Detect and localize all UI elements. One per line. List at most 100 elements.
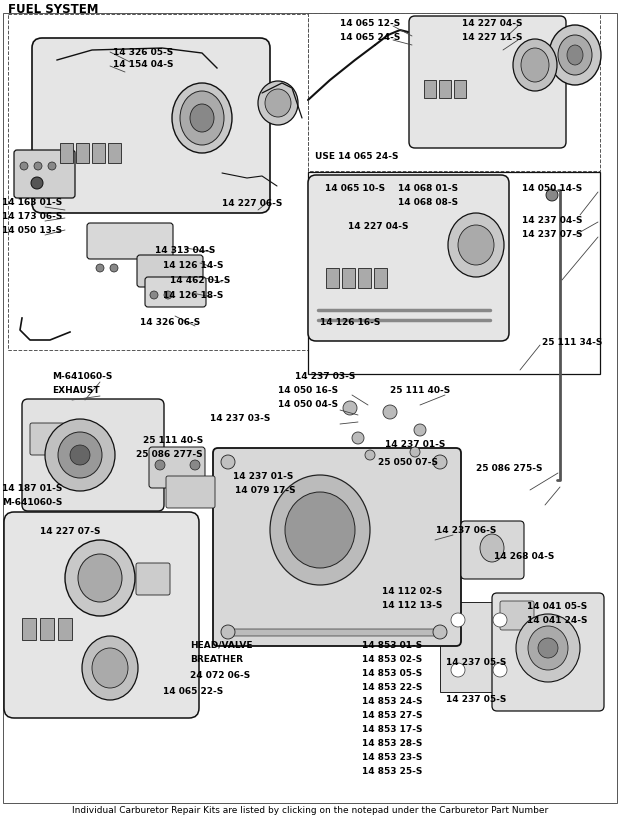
Ellipse shape: [516, 614, 580, 682]
FancyBboxPatch shape: [213, 448, 461, 646]
Bar: [225, 510, 450, 522]
Text: 14 227 06-S: 14 227 06-S: [222, 199, 282, 208]
Text: 14 853 24-S: 14 853 24-S: [362, 697, 422, 706]
Ellipse shape: [567, 45, 583, 65]
Ellipse shape: [451, 663, 465, 677]
Text: 14 237 07-S: 14 237 07-S: [522, 230, 583, 239]
Text: 25 086 277-S: 25 086 277-S: [136, 450, 203, 459]
Ellipse shape: [58, 432, 102, 478]
Text: M-641060-S: M-641060-S: [2, 498, 63, 507]
Text: eReplacementParts.com: eReplacementParts.com: [216, 423, 404, 437]
Ellipse shape: [558, 35, 592, 75]
Text: 14 237 03-S: 14 237 03-S: [295, 372, 355, 381]
Text: 14 065 12-S: 14 065 12-S: [340, 19, 401, 28]
Ellipse shape: [190, 460, 200, 470]
Text: 14 068 01-S: 14 068 01-S: [398, 184, 458, 193]
Text: 14 313 04-S: 14 313 04-S: [155, 246, 215, 255]
Text: 14 227 04-S: 14 227 04-S: [348, 222, 409, 231]
Ellipse shape: [164, 291, 172, 299]
Text: 24 072 06-S: 24 072 06-S: [190, 671, 250, 680]
Text: 14 853 25-S: 14 853 25-S: [362, 767, 422, 776]
Text: 14 237 01-S: 14 237 01-S: [233, 472, 293, 481]
Bar: [326, 268, 339, 288]
Text: 14 065 24-S: 14 065 24-S: [340, 33, 401, 42]
Ellipse shape: [172, 83, 232, 153]
Ellipse shape: [538, 638, 558, 658]
Text: 14 050 16-S: 14 050 16-S: [278, 386, 338, 395]
Ellipse shape: [34, 162, 42, 170]
FancyBboxPatch shape: [308, 175, 509, 341]
Text: 25 111 40-S: 25 111 40-S: [143, 436, 203, 445]
Ellipse shape: [110, 264, 118, 272]
Ellipse shape: [458, 225, 494, 265]
Ellipse shape: [433, 455, 447, 469]
Ellipse shape: [448, 213, 504, 277]
Ellipse shape: [70, 445, 90, 465]
Text: 14 853 27-S: 14 853 27-S: [362, 711, 422, 720]
Bar: [92, 143, 105, 163]
FancyBboxPatch shape: [87, 223, 173, 259]
Bar: [454, 80, 466, 98]
Ellipse shape: [528, 626, 568, 670]
Ellipse shape: [343, 401, 357, 415]
Text: 14 050 14-S: 14 050 14-S: [522, 184, 582, 193]
Text: 14 268 04-S: 14 268 04-S: [494, 552, 554, 561]
Text: 14 853 22-S: 14 853 22-S: [362, 683, 422, 692]
Text: 14 326 06-S: 14 326 06-S: [140, 318, 200, 327]
Text: M-641060-S: M-641060-S: [52, 372, 112, 381]
Ellipse shape: [150, 291, 158, 299]
Text: 14 041 05-S: 14 041 05-S: [527, 602, 587, 611]
Text: EXHAUST: EXHAUST: [52, 386, 100, 395]
Ellipse shape: [92, 648, 128, 688]
Text: 14 853 17-S: 14 853 17-S: [362, 725, 422, 734]
FancyBboxPatch shape: [145, 277, 206, 307]
FancyBboxPatch shape: [492, 593, 604, 711]
Text: 14 065 22-S: 14 065 22-S: [163, 687, 223, 696]
Ellipse shape: [180, 91, 224, 145]
Text: 14 126 18-S: 14 126 18-S: [163, 291, 223, 300]
Text: FUEL SYSTEM: FUEL SYSTEM: [8, 3, 99, 16]
FancyBboxPatch shape: [409, 16, 566, 148]
Text: 14 079 17-S: 14 079 17-S: [235, 486, 296, 495]
Text: 14 041 24-S: 14 041 24-S: [527, 616, 588, 625]
Ellipse shape: [521, 48, 549, 82]
Bar: [108, 143, 121, 163]
Text: 14 050 13-S: 14 050 13-S: [2, 226, 62, 235]
Ellipse shape: [493, 613, 507, 627]
FancyBboxPatch shape: [149, 447, 205, 488]
Text: 14 237 05-S: 14 237 05-S: [446, 695, 507, 704]
Bar: [22, 618, 36, 640]
Text: 14 237 01-S: 14 237 01-S: [385, 440, 445, 449]
FancyBboxPatch shape: [136, 563, 170, 595]
Bar: [76, 143, 89, 163]
Text: 14 173 06-S: 14 173 06-S: [2, 212, 63, 221]
Bar: [58, 618, 72, 640]
Ellipse shape: [221, 625, 235, 639]
Text: 14 326 05-S: 14 326 05-S: [113, 48, 173, 57]
Text: 14 227 07-S: 14 227 07-S: [40, 527, 100, 536]
Ellipse shape: [480, 534, 504, 562]
Bar: [225, 462, 450, 474]
FancyBboxPatch shape: [500, 601, 534, 630]
Bar: [225, 542, 450, 554]
Bar: [308, 13, 600, 171]
Bar: [8, 515, 195, 715]
Text: 14 112 13-S: 14 112 13-S: [382, 601, 443, 610]
Text: 14 237 04-S: 14 237 04-S: [522, 216, 583, 225]
Bar: [358, 268, 371, 288]
Ellipse shape: [258, 81, 298, 125]
Text: 14 050 04-S: 14 050 04-S: [278, 400, 338, 409]
FancyBboxPatch shape: [14, 150, 75, 198]
Text: 25 111 40-S: 25 111 40-S: [390, 386, 450, 395]
Bar: [439, 80, 451, 98]
Text: 14 853 23-S: 14 853 23-S: [362, 753, 422, 762]
Text: 14 853 05-S: 14 853 05-S: [362, 669, 422, 678]
Text: 14 853 01-S: 14 853 01-S: [362, 641, 422, 650]
Text: 25 086 275-S: 25 086 275-S: [476, 464, 542, 473]
FancyBboxPatch shape: [166, 476, 215, 508]
Ellipse shape: [546, 189, 558, 201]
Ellipse shape: [414, 424, 426, 436]
Bar: [8, 14, 308, 350]
Text: Individual Carburetor Repair Kits are listed by clicking on the notepad under th: Individual Carburetor Repair Kits are li…: [72, 806, 548, 815]
FancyBboxPatch shape: [137, 255, 203, 287]
